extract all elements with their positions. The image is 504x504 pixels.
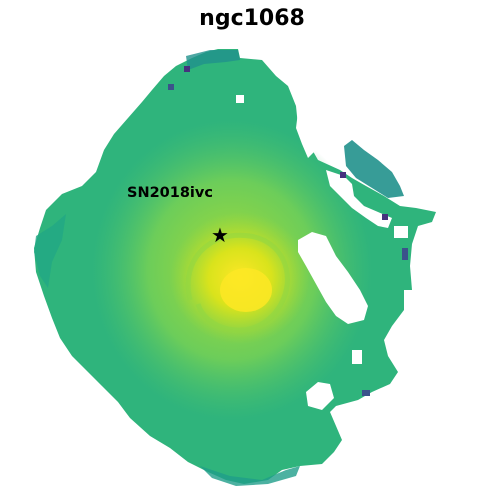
dark-pixel-5	[340, 172, 346, 178]
figure-title: ngc1068	[199, 6, 305, 31]
masked-pixel-4	[404, 290, 416, 310]
disk-edge-right-arm	[344, 140, 404, 198]
dark-pixel-3	[382, 214, 388, 220]
dark-pixel-2	[184, 66, 190, 72]
masked-gap-arm	[326, 170, 392, 228]
masked-pixel-2	[352, 350, 362, 364]
dark-pixel-1	[168, 84, 174, 90]
masked-pixel-3	[394, 226, 408, 238]
disk-edge-bottom	[200, 466, 300, 486]
masked-gap-southeast	[306, 382, 334, 410]
galaxy-core-peak	[220, 268, 272, 312]
masked-gap-east	[298, 232, 368, 324]
masked-gap-northeast	[296, 112, 318, 158]
supernova-label: SN2018ivc	[127, 185, 213, 201]
dark-pixel-4	[402, 248, 408, 260]
dark-pixel-6	[362, 390, 370, 396]
disk-edge-left	[34, 214, 66, 288]
masked-pixel-1	[236, 95, 244, 103]
spiral-ring	[185, 232, 290, 333]
disk-edge-top	[186, 50, 240, 70]
star-icon: ★	[211, 223, 229, 247]
